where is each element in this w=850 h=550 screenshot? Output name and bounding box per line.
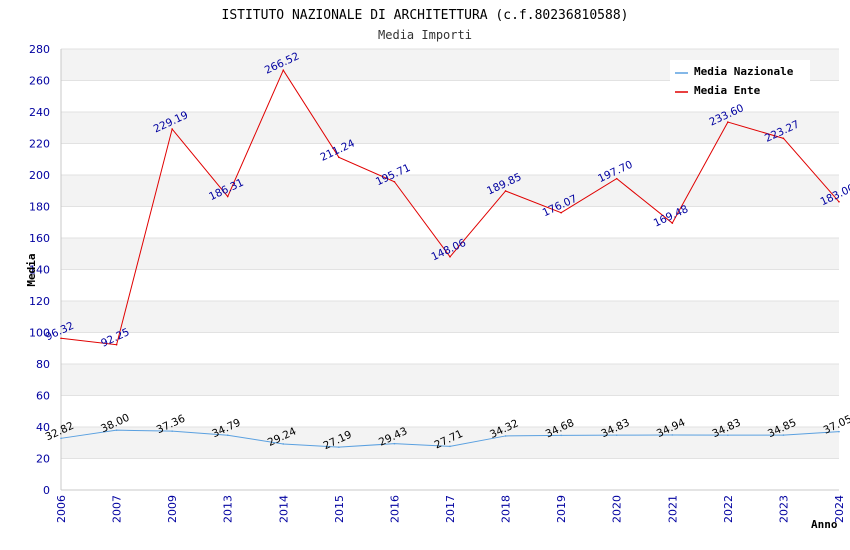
data-point (727, 434, 729, 436)
data-point (226, 195, 229, 198)
x-tick-label: 2007 (111, 495, 124, 523)
data-point (115, 429, 118, 431)
grid-band (61, 301, 839, 333)
y-tick-label: 120 (29, 295, 50, 308)
y-tick-label: 280 (29, 43, 50, 56)
x-tick-label: 2006 (55, 495, 68, 523)
data-point (782, 137, 785, 140)
data-point (838, 430, 840, 433)
y-axis-label: Media (25, 253, 38, 286)
y-tick-label: 140 (29, 264, 50, 277)
data-point (282, 69, 285, 72)
x-tick-label: 2017 (444, 495, 457, 523)
data-point (838, 200, 840, 203)
grid-band (61, 332, 839, 364)
chart-subtitle: Media Importi (378, 28, 472, 42)
x-tick-label: 2015 (333, 495, 346, 523)
data-point (171, 128, 173, 130)
x-tick-label: 2009 (166, 495, 179, 523)
grid-band (61, 112, 839, 144)
grid-band (61, 175, 839, 207)
x-tick-label: 2014 (277, 495, 290, 523)
data-point (393, 442, 396, 445)
data-point (226, 434, 229, 437)
y-tick-label: 20 (36, 453, 50, 466)
y-tick-label: 40 (36, 421, 50, 434)
data-point (782, 434, 785, 436)
grid-band (61, 269, 839, 301)
data-point (449, 256, 451, 258)
data-point (338, 446, 340, 448)
grid-band (61, 206, 839, 238)
grid-band (61, 238, 839, 270)
legend: Media Nazionale Media Ente (670, 60, 810, 102)
data-point (282, 443, 285, 445)
data-point (671, 434, 674, 436)
y-axis-ticks: 0 20 40 60 80 100 120 140 160 180 200 220 240 260 280 (29, 43, 50, 497)
y-tick-label: 240 (29, 106, 50, 119)
data-point (393, 180, 396, 183)
data-point (171, 430, 173, 432)
x-tick-label: 2018 (500, 495, 513, 523)
data-point (727, 121, 729, 123)
data-point (615, 177, 618, 180)
chart-title: ISTITUTO NAZIONALE DI ARCHITETTURA (c.f.… (222, 8, 629, 23)
x-tick-label: 2013 (222, 495, 235, 523)
data-point (115, 343, 118, 346)
y-tick-label: 200 (29, 169, 50, 182)
x-tick-label: 2019 (555, 495, 568, 523)
y-tick-label: 80 (36, 358, 50, 371)
x-tick-label: 2016 (388, 495, 401, 523)
y-tick-label: 260 (29, 75, 50, 88)
grid-band (61, 364, 839, 396)
grid-band (61, 143, 839, 175)
grid-band (61, 458, 839, 490)
data-point (60, 437, 62, 440)
x-tick-label: 2021 (666, 495, 679, 523)
x-tick-label: 2024 (833, 495, 846, 523)
data-point (560, 211, 562, 214)
data-point (338, 156, 340, 159)
x-tick-label: 2022 (722, 495, 735, 523)
data-point (504, 435, 507, 437)
y-tick-label: 60 (36, 390, 50, 403)
x-axis-ticks: 2006 2007 2009 2013 2014 2015 2016 2017 2018 2019… (55, 495, 846, 523)
y-tick-label: 0 (43, 484, 50, 497)
y-tick-label: 220 (29, 138, 50, 151)
y-tick-label: 100 (29, 327, 50, 340)
legend-label-media-nazionale: Media Nazionale (694, 65, 794, 78)
y-tick-label: 160 (29, 232, 50, 245)
data-point (560, 434, 562, 437)
x-axis-label: Anno (811, 518, 838, 531)
y-tick-label: 180 (29, 201, 50, 214)
data-point (449, 445, 451, 448)
data-point (60, 337, 62, 340)
data-point (671, 222, 674, 224)
x-tick-label: 2020 (611, 495, 624, 523)
grid-band (61, 395, 839, 427)
grid-bands (61, 48, 839, 491)
data-point (615, 434, 618, 436)
x-tick-label: 2023 (777, 495, 790, 523)
data-point (504, 190, 507, 192)
legend-label-media-ente: Media Ente (694, 84, 761, 97)
legend-box (670, 60, 810, 102)
